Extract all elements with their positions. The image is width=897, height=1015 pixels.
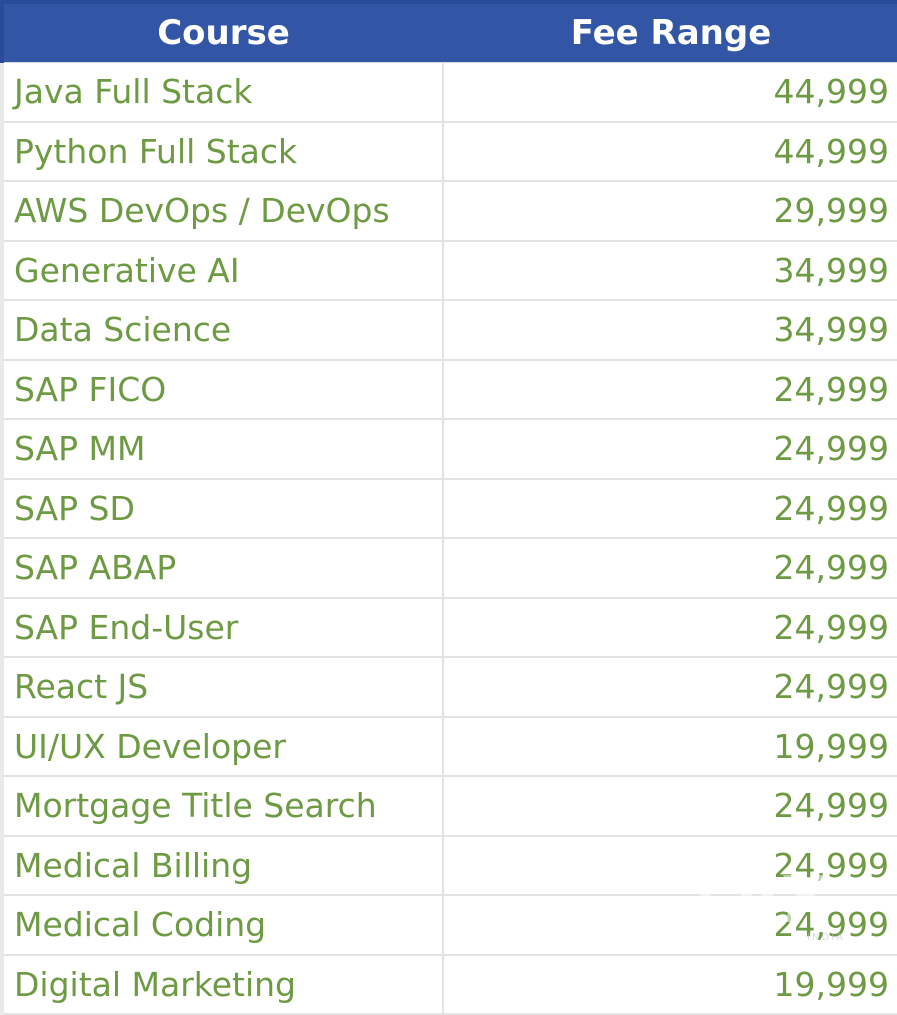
course-fee: 24,999 (443, 359, 897, 420)
table-row: SAP SD 24,999 (0, 478, 897, 539)
course-name: Python Full Stack (0, 121, 444, 182)
course-name: React JS (0, 657, 444, 718)
course-fee: 34,999 (443, 240, 897, 301)
table-row: AWS DevOps / DevOps 29,999 (0, 181, 897, 242)
table-row: Medical Billing 24,999 (0, 835, 897, 896)
table-row: SAP End-User 24,999 (0, 597, 897, 658)
course-name: Java Full Stack (0, 62, 444, 123)
table-row: Digital Marketing 19,999 (0, 954, 897, 1015)
course-name: SAP End-User (0, 597, 444, 658)
course-name: Medical Billing (0, 835, 444, 896)
course-column-header: Course (0, 0, 443, 63)
table-row: UI/UX Developer 19,999 (0, 716, 897, 777)
table-row: Mortgage Title Search 24,999 (0, 776, 897, 837)
table-row: SAP MM 24,999 (0, 419, 897, 480)
course-name: SAP SD (0, 478, 444, 539)
header-row: Course Fee Range (0, 0, 897, 63)
course-fee: 24,999 (443, 895, 897, 956)
course-fee: 24,999 (443, 835, 897, 896)
course-fee: 29,999 (443, 181, 897, 242)
course-fee: 19,999 (443, 954, 897, 1015)
course-name: SAP ABAP (0, 538, 444, 599)
course-name: SAP MM (0, 419, 444, 480)
table-row: Java Full Stack 44,999 (0, 62, 897, 123)
course-name: AWS DevOps / DevOps (0, 181, 444, 242)
table-row: SAP ABAP 24,999 (0, 538, 897, 599)
course-name: UI/UX Developer (0, 716, 444, 777)
course-fee: 44,999 (443, 62, 897, 123)
course-name: SAP FICO (0, 359, 444, 420)
table-row: Generative AI 34,999 (0, 240, 897, 301)
course-name: Generative AI (0, 240, 444, 301)
course-fee: 24,999 (443, 419, 897, 480)
course-fee: 34,999 (443, 300, 897, 361)
course-fee: 24,999 (443, 776, 897, 837)
course-name: Mortgage Title Search (0, 776, 444, 837)
fee-column-header: Fee Range (443, 0, 897, 63)
table-row: Data Science 34,999 (0, 300, 897, 361)
table-row: Medical Coding 24,999 (0, 895, 897, 956)
table-row: React JS 24,999 (0, 657, 897, 718)
course-fee: 19,999 (443, 716, 897, 777)
course-fee: 24,999 (443, 538, 897, 599)
course-fee: 24,999 (443, 478, 897, 539)
course-name: Digital Marketing (0, 954, 444, 1015)
course-name: Medical Coding (0, 895, 444, 956)
table-row: SAP FICO 24,999 (0, 359, 897, 420)
course-fee: 24,999 (443, 657, 897, 718)
course-name: Data Science (0, 300, 444, 361)
course-fee: 44,999 (443, 121, 897, 182)
table-row: Python Full Stack 44,999 (0, 121, 897, 182)
course-fee: 24,999 (443, 597, 897, 658)
